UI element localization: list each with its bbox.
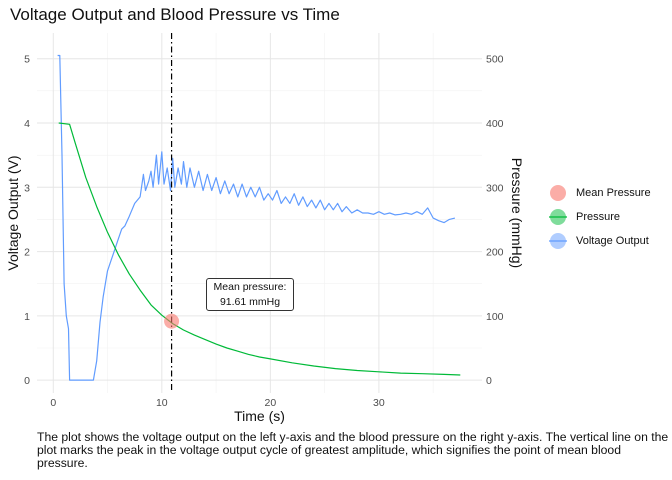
- legend-key-pressure: [549, 209, 567, 225]
- chart-title: Voltage Output and Blood Pressure vs Tim…: [10, 5, 340, 24]
- legend-label-pressure: Pressure: [576, 211, 621, 223]
- legend-key-voltage: [549, 233, 567, 249]
- legend-label-mean-pressure: Mean Pressure: [576, 187, 651, 199]
- chart-legend: Mean Pressure Pressure Voltage Output: [548, 181, 651, 253]
- y-right-tick-label: 500: [486, 54, 504, 66]
- y-left-tick-label: 0: [24, 375, 30, 387]
- y-left-tick-label: 2: [24, 247, 30, 259]
- pressure-line: [58, 122, 461, 376]
- y-right-tick-label: 100: [486, 311, 504, 323]
- legend-item-pressure: Pressure: [548, 205, 651, 229]
- y-left-tick-label: 4: [24, 118, 30, 130]
- y-left-tick-label: 5: [24, 54, 30, 66]
- legend-item-mean-pressure: Mean Pressure: [548, 181, 651, 205]
- annotation-line-1: Mean pressure:: [213, 281, 287, 293]
- y-right-tick-label: 0: [486, 375, 492, 387]
- mean-pressure-annotation: Mean pressure: 91.61 mmHg: [206, 278, 294, 311]
- x-tick-label: 0: [50, 397, 56, 409]
- y-left-tick-label: 1: [24, 311, 30, 323]
- y-right-tick-label: 400: [486, 118, 504, 130]
- x-tick-label: 20: [265, 397, 277, 409]
- x-tick-label: 30: [373, 397, 385, 409]
- voltage-line: [57, 54, 456, 381]
- legend-key-mean-pressure: [550, 185, 566, 201]
- y-right-tick-label: 300: [486, 182, 504, 194]
- annotation-line-2: 91.61 mmHg: [219, 296, 281, 308]
- y-left-axis-title: Voltage Output (V): [5, 155, 21, 270]
- y-right-axis-title: Pressure (mmHg): [509, 158, 525, 268]
- mean-pressure-point: [164, 313, 180, 329]
- x-axis-title: Time (s): [234, 408, 285, 424]
- x-tick-label: 10: [156, 397, 168, 409]
- y-left-tick-label: 3: [24, 182, 30, 194]
- chart-caption: The plot shows the voltage output on the…: [37, 430, 669, 470]
- y-right-tick-label: 200: [486, 247, 504, 259]
- legend-label-voltage: Voltage Output: [576, 235, 649, 247]
- legend-item-voltage: Voltage Output: [548, 229, 651, 253]
